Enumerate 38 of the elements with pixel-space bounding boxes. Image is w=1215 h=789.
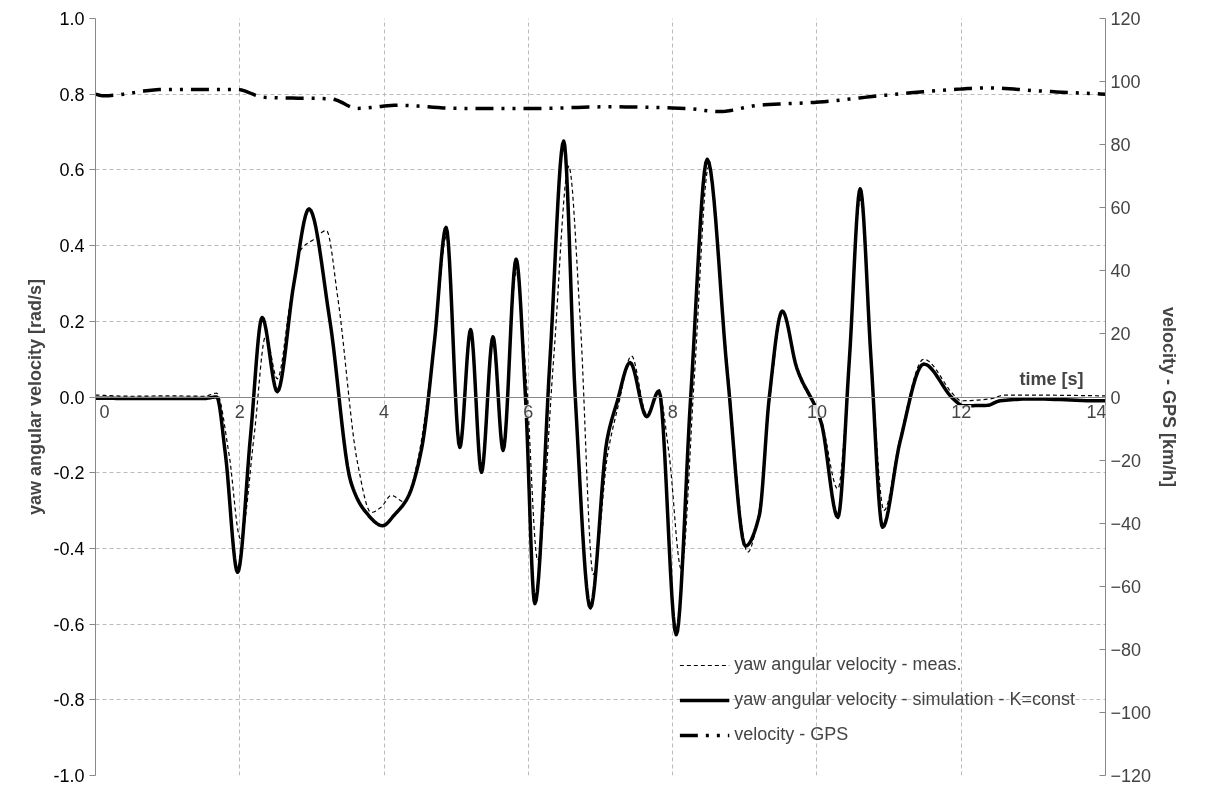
y2-tick-label: 120 (1110, 9, 1141, 29)
x-tick-label: 10 (806, 402, 827, 422)
y2-tick-label: −40 (1110, 513, 1142, 534)
x-tick-label: 2 (234, 402, 245, 422)
y-tick-label: 0.0 (59, 387, 85, 408)
y-tick-label: -0.2 (53, 463, 85, 484)
legend-label: yaw angular velocity - simulation - K=const (734, 689, 1075, 710)
y2-tick-label: 100 (1110, 72, 1141, 93)
y2-tick-label: −60 (1110, 576, 1142, 597)
x-tick-label: 14 (1086, 402, 1107, 422)
y2-tick-label: 80 (1110, 135, 1131, 156)
x-axis-title: time [s] (1019, 369, 1084, 389)
y2-tick-label: 20 (1110, 324, 1131, 345)
y2-tick-label: −100 (1110, 702, 1152, 723)
y-tick-label: 0.2 (59, 311, 85, 332)
x-tick-label: 4 (379, 402, 390, 422)
y-tick-label: -0.4 (53, 538, 85, 559)
y2-tick-label: 40 (1110, 261, 1131, 282)
y-axis-title: yaw angular velocity [rad/s] (25, 278, 46, 516)
x-tick-label: 0 (99, 402, 110, 422)
x-tick-label: 6 (523, 402, 534, 422)
x-tick-label: 12 (951, 402, 972, 422)
y-tick-label: 0.4 (59, 236, 85, 257)
y-tick-label: 1.0 (59, 9, 85, 29)
y-tick-label: -0.8 (53, 690, 85, 711)
y-tick-label: 0.8 (59, 84, 85, 105)
y2-tick-label: −80 (1110, 639, 1142, 660)
y2-axis-title: velocity - GPS [km/h] (1159, 306, 1180, 488)
x-tick-label: 8 (667, 402, 678, 422)
y2-tick-label: −120 (1110, 766, 1152, 786)
y2-tick-label: −20 (1110, 450, 1142, 471)
legend-label: yaw angular velocity - meas. (734, 654, 962, 675)
y-tick-label: -0.6 (53, 614, 85, 635)
y2-tick-label: 60 (1110, 198, 1131, 219)
y2-tick-label: 0 (1110, 387, 1121, 408)
y-tick-label: -1.0 (53, 766, 85, 786)
legend-label: velocity - GPS (734, 724, 849, 745)
y-tick-label: 0.6 (59, 160, 85, 181)
